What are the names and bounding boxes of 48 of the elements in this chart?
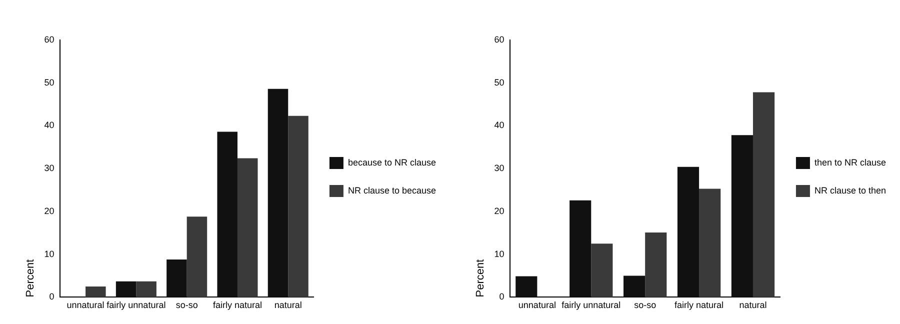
y-tick-label: 30: [44, 163, 54, 174]
y-tick-label: 0: [499, 292, 504, 302]
y-tick-label: 50: [494, 77, 504, 88]
y-tick-label: 20: [494, 206, 504, 216]
bar: [186, 216, 208, 298]
bar: [516, 276, 538, 298]
legend-label: because to NR clause: [348, 157, 436, 168]
legend-label: NR clause to then: [814, 185, 886, 196]
y-tick-label: 40: [494, 120, 504, 130]
y-tick-label: 40: [44, 120, 54, 130]
y-tick-label: 60: [494, 34, 504, 44]
x-tick-label: unnatural: [518, 300, 556, 310]
bar: [166, 259, 187, 298]
bar: [699, 188, 721, 298]
bar: [86, 286, 106, 298]
bar: [752, 92, 775, 298]
y-tick-label: 0: [49, 292, 54, 302]
x-tick-label: natural: [739, 300, 767, 310]
bar: [136, 281, 156, 298]
y-tick-label: 20: [44, 206, 54, 216]
x-tick-label: fairly unnatural: [106, 300, 166, 310]
bar: [677, 166, 700, 298]
bar: [591, 244, 613, 298]
x-tick-label: natural: [274, 300, 302, 310]
legend-label: then to NR clause: [814, 157, 886, 168]
x-tick-label: fairly natural: [674, 300, 724, 310]
x-tick-label: so-so: [176, 300, 198, 310]
y-tick-label: 10: [494, 248, 504, 259]
legend-label: NR clause to because: [348, 185, 436, 196]
bar: [116, 281, 136, 298]
bar: [570, 200, 592, 298]
y-tick-label: 60: [44, 34, 54, 44]
y-tick-label: 10: [44, 248, 54, 259]
bar: [237, 158, 258, 298]
x-tick-label: so-so: [634, 300, 656, 310]
bar: [645, 232, 667, 298]
bar: [268, 88, 288, 298]
x-tick-label: unnatural: [66, 300, 104, 310]
x-tick-label: fairly natural: [212, 300, 262, 310]
bar: [731, 135, 753, 298]
bar: [217, 132, 238, 298]
bar: [624, 276, 646, 298]
y-tick-label: 30: [494, 163, 504, 174]
x-tick-label: fairly unnatural: [562, 300, 621, 310]
y-tick-label: 50: [44, 77, 54, 88]
bar: [288, 116, 308, 298]
y-axis-title: Percent: [24, 259, 37, 298]
y-axis-title: Percent: [474, 259, 487, 298]
